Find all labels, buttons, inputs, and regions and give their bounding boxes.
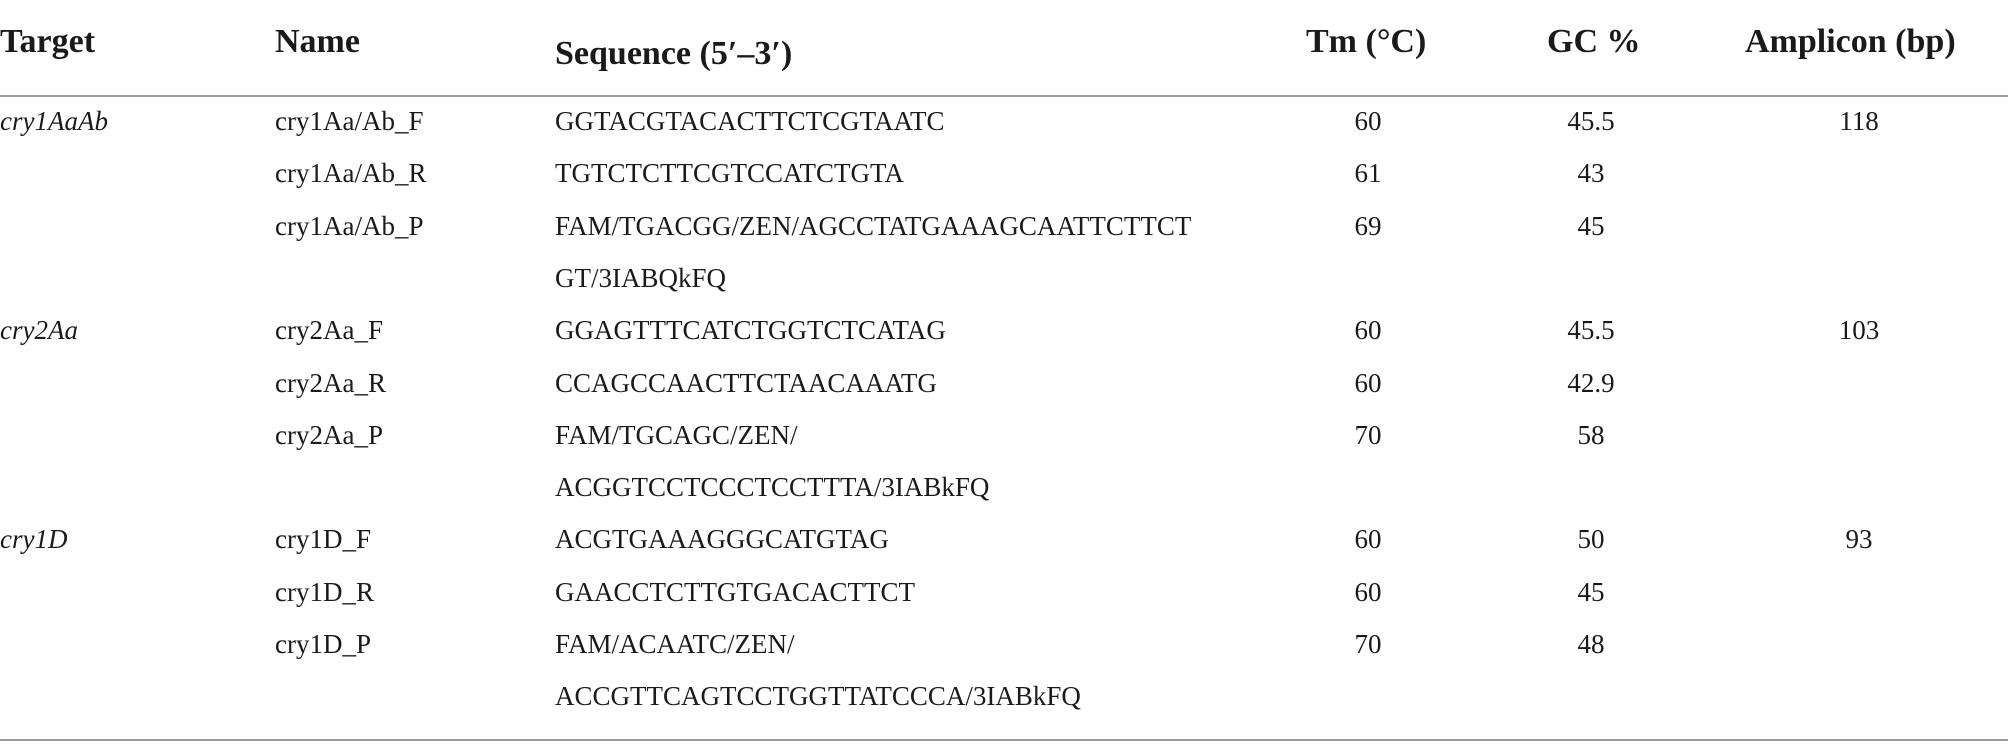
- cell-tm: 60: [1354, 577, 1382, 607]
- table-row: cry2Aa cry2Aa_F GGAGTTTCATCTGGTCTCATAG 60 45…: [0, 312, 2008, 364]
- cell-gc: 48: [1577, 629, 1605, 659]
- cell-tm: 60: [1354, 368, 1382, 398]
- header-tm: Tm (°C): [1306, 23, 1427, 60]
- cell-tm: 69: [1354, 211, 1382, 241]
- cell-tm: 70: [1354, 629, 1382, 659]
- table-row: cry1D_P FAM/ACAATC/ZEN/70 48: [0, 626, 2008, 678]
- table-row: cry2Aa_R CCAGCCAACTTCTAACAAATG 60 42.9: [0, 365, 2008, 417]
- cell-sequence: GGTACGTACACTTCTCGTAATC: [555, 106, 945, 136]
- cell-name: cry2Aa_P: [275, 420, 383, 450]
- cell-gc: 43: [1577, 158, 1605, 188]
- cell-name: cry1D_R: [275, 577, 374, 607]
- table-row: ACCGTTCAGTCCTGGTTATCCCA/3IABkFQ: [0, 678, 2008, 730]
- cell-gc: 58: [1577, 420, 1605, 450]
- table-row: GT/3IABQkFQ: [0, 260, 2008, 312]
- cell-gc: 45.5: [1567, 106, 1615, 136]
- cell-tm: 61: [1354, 158, 1382, 188]
- cell-gc: 45: [1577, 577, 1605, 607]
- cell-sequence: CCAGCCAACTTCTAACAAATG: [555, 368, 937, 398]
- header-amplicon: Amplicon (bp): [1745, 23, 1956, 60]
- cell-sequence: GAACCTCTTGTGACACTTCT: [555, 577, 915, 607]
- cell-amplicon: 118: [1839, 106, 1879, 136]
- header-rule: [0, 95, 2008, 97]
- cell-name: cry1Aa/Ab_P: [275, 211, 424, 241]
- cell-sequence: GGAGTTTCATCTGGTCTCATAG: [555, 315, 946, 345]
- cell-sequence: ACGGTCCTCCCTCCTTTA/3IABkFQ: [555, 472, 990, 502]
- cell-target: cry1D: [0, 524, 68, 554]
- cell-sequence: GT/3IABQkFQ: [555, 263, 727, 293]
- cell-gc: 45.5: [1567, 315, 1615, 345]
- cell-gc: 50: [1577, 524, 1605, 554]
- cell-amplicon: 103: [1838, 315, 1880, 345]
- table-row: cry2Aa_P FAM/TGCAGC/ZEN/70 58: [0, 417, 2008, 469]
- cell-tm: 60: [1354, 106, 1382, 136]
- cell-name: cry1Aa/Ab_R: [275, 158, 427, 188]
- table-row: cry1D cry1D_F ACGTGAAAGGGCATGTAG 60 50 93: [0, 521, 2008, 573]
- cell-tm: 60: [1354, 315, 1382, 345]
- cell-sequence: ACGTGAAAGGGCATGTAG: [555, 524, 889, 554]
- cell-sequence: FAM/ACAATC/ZEN/: [555, 629, 795, 659]
- cell-gc: 45: [1577, 211, 1605, 241]
- cell-gc: 42.9: [1567, 368, 1615, 398]
- cell-tm: 70: [1354, 420, 1382, 450]
- cell-name: cry1D_P: [275, 629, 371, 659]
- cell-target: cry2Aa: [0, 315, 78, 345]
- cell-target: cry1AaAb: [0, 106, 108, 136]
- cell-name: cry1D_F: [275, 524, 371, 554]
- table-row: cry1Aa/Ab_R TGTCTCTTCGTCCATCTGTA 61 43: [0, 155, 2008, 207]
- cell-sequence: FAM/TGACGG/ZEN/AGCCTATGAAAGCAATTCTTCT: [555, 211, 1192, 241]
- cell-name: cry2Aa_F: [275, 315, 383, 345]
- table-row: ACGGTCCTCCCTCCTTTA/3IABkFQ: [0, 469, 2008, 521]
- header-target: Target: [0, 23, 96, 60]
- cell-sequence: TGTCTCTTCGTCCATCTGTA: [555, 158, 904, 188]
- header-sequence: Sequence (5′–3′): [555, 35, 793, 72]
- header-gc: GC %: [1547, 23, 1641, 60]
- cell-name: cry2Aa_R: [275, 368, 386, 398]
- cell-amplicon: 93: [1845, 524, 1873, 554]
- cell-sequence: FAM/TGCAGC/ZEN/: [555, 420, 798, 450]
- cell-tm: 60: [1354, 524, 1382, 554]
- table-row: cry1D_R GAACCTCTTGTGACACTTCT 60 45: [0, 574, 2008, 626]
- cell-sequence: ACCGTTCAGTCCTGGTTATCCCA/3IABkFQ: [555, 681, 1081, 711]
- table-row: cry1Aa/Ab_P FAM/TGACGG/ZEN/AGCCTATGAAAGCA…: [0, 208, 2008, 260]
- bottom-rule: [0, 739, 2008, 741]
- table-row: cry1AaAb cry1Aa/Ab_F GGTACGTACACTTCTCGTAAT…: [0, 103, 2008, 155]
- header-name: Name: [275, 23, 360, 60]
- cell-name: cry1Aa/Ab_F: [275, 106, 424, 136]
